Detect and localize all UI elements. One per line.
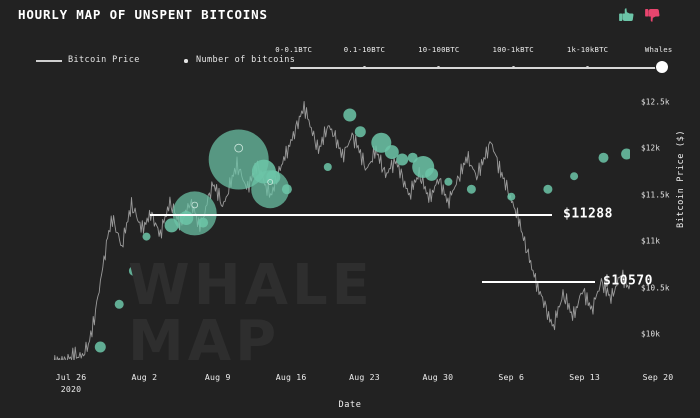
legend-bubble-marker [184, 59, 188, 63]
page-title: HOURLY MAP OF UNSPENT BITCOINS [18, 7, 268, 22]
slider-tick[interactable] [362, 66, 366, 70]
slider-label-10-100btc[interactable]: 10-100BTC [418, 45, 460, 54]
x-tick-sep-20: Sep 20 [642, 372, 674, 382]
y-tick-10k: $10k [641, 329, 661, 339]
bubble-marker[interactable] [172, 191, 217, 236]
annotation-line-2 [482, 281, 595, 283]
bubble-marker[interactable] [251, 170, 290, 209]
bubble-marker[interactable] [114, 299, 124, 309]
slider-thumb[interactable] [656, 61, 668, 73]
bubble-marker[interactable] [621, 148, 633, 160]
bubble-marker[interactable] [354, 126, 366, 138]
x-tick-jul-26: Jul 26 2020 [55, 372, 87, 394]
bubble-marker[interactable] [142, 232, 151, 241]
thumbs-up-icon[interactable] [618, 6, 636, 24]
annotation-line-1 [150, 214, 552, 217]
x-tick-aug-2: Aug 2 [131, 372, 158, 382]
bubble-marker[interactable] [507, 192, 516, 201]
x-tick-aug-16: Aug 16 [275, 372, 307, 382]
slider-label-0-1-10btc[interactable]: 0.1-10BTC [343, 45, 386, 54]
slider-label-100-1kbtc[interactable]: 100-1kBTC [492, 45, 534, 54]
x-tick-aug-9: Aug 9 [204, 372, 231, 382]
y-tick-10.5k: $10.5k [641, 283, 670, 293]
annotation-price-2: $10570 [603, 273, 653, 289]
y-axis-title: Bitcoin Price ($) [676, 129, 686, 228]
slider-label-whales[interactable]: Whales [644, 45, 673, 54]
scatter-bubble-chart [49, 100, 700, 370]
bubble-group [94, 108, 700, 353]
bubble-marker[interactable] [179, 211, 194, 225]
slider-tick[interactable] [586, 66, 590, 70]
bitcoin-price-line [49, 100, 673, 370]
y-tick-12k: $12k [641, 143, 661, 153]
bubble-inner-marker [267, 179, 274, 185]
bubble-marker[interactable] [343, 108, 357, 122]
slider-tick[interactable] [511, 66, 515, 70]
bubble-marker[interactable] [94, 341, 106, 353]
x-axis-title: Date [338, 400, 362, 410]
legend-price-line-marker [36, 60, 62, 62]
bubble-marker[interactable] [384, 145, 399, 160]
bubble-marker[interactable] [466, 184, 476, 194]
x-tick-year: 2020 [60, 384, 82, 394]
thumbs-down-icon[interactable] [644, 6, 662, 24]
bubble-marker[interactable] [281, 184, 292, 195]
bubble-marker[interactable] [396, 153, 409, 166]
x-tick-aug-30: Aug 30 [422, 372, 454, 382]
y-tick-11.5k: $11.5k [641, 190, 670, 200]
bubble-marker[interactable] [570, 172, 579, 181]
x-tick-aug-23: Aug 23 [349, 372, 380, 382]
x-tick-sep-6: Sep 6 [498, 372, 525, 382]
y-tick-11k: $11k [641, 236, 661, 246]
legend-price-line-label: Bitcoin Price [68, 55, 140, 65]
slider-label-1k-10kbtc[interactable]: 1k-10kBTC [566, 45, 609, 54]
bubble-inner-marker [234, 143, 244, 153]
x-tick-sep-13: Sep 13 [569, 372, 601, 382]
bubble-marker[interactable] [598, 152, 609, 163]
slider-label-0-0-1btc[interactable]: 0-0.1BTC [275, 45, 313, 54]
slider-track[interactable] [290, 67, 662, 69]
bubble-marker[interactable] [425, 167, 439, 181]
annotation-price-1: $11288 [563, 206, 613, 222]
bubble-marker[interactable] [198, 217, 209, 228]
bubble-marker[interactable] [128, 265, 139, 276]
slider-tick[interactable] [437, 66, 441, 70]
bubble-marker[interactable] [543, 184, 553, 194]
legend-bubble-label: Number of bitcoins [196, 55, 296, 65]
y-tick-12.5k: $12.5k [641, 97, 670, 107]
bubble-inner-marker [191, 201, 199, 209]
bubble-marker[interactable] [323, 163, 332, 171]
btc-band-slider[interactable]: 0-0.1BTC 0.1-10BTC 10-100BTC 100-1kBTC 1k-10… [275, 45, 672, 76]
bubble-marker[interactable] [444, 177, 453, 186]
plot-area: WHALE MAP [32, 88, 700, 370]
